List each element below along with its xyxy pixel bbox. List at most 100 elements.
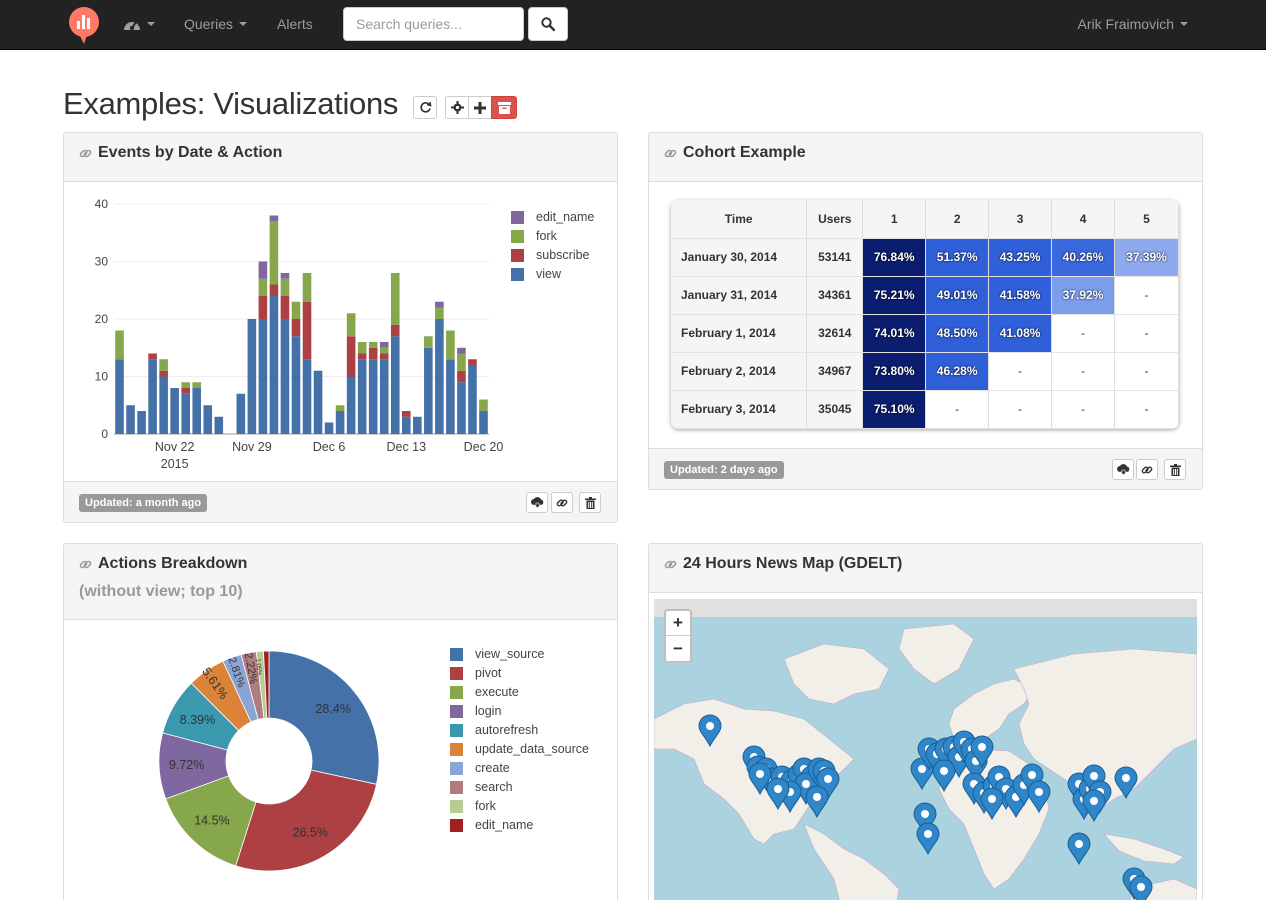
legend-item-login[interactable]: login bbox=[450, 704, 501, 718]
cohort-value-cell: - bbox=[1051, 390, 1115, 429]
trash-icon bbox=[1169, 463, 1181, 476]
delete-button[interactable] bbox=[1164, 459, 1186, 480]
delete-button[interactable] bbox=[579, 492, 601, 513]
chevron-down-icon bbox=[1180, 22, 1188, 26]
bar-view bbox=[203, 405, 213, 434]
map-marker-icon[interactable] bbox=[1027, 780, 1051, 814]
widget-title: 24 Hours News Map (GDELT) bbox=[683, 555, 903, 572]
user-menu[interactable]: Arik Fraimovich bbox=[1078, 16, 1188, 32]
bar-edit_name bbox=[379, 342, 389, 348]
legend-item-autorefresh[interactable]: autorefresh bbox=[450, 723, 538, 737]
queries-menu[interactable]: Queries bbox=[184, 16, 248, 32]
map-marker-icon[interactable] bbox=[816, 767, 840, 801]
bar-view bbox=[302, 359, 312, 434]
legend-item-create[interactable]: create bbox=[450, 761, 510, 775]
cohort-row: February 2, 2014 34967 73.80% 46.28% - - - bbox=[671, 352, 1179, 391]
map-marker-icon[interactable] bbox=[1114, 766, 1138, 800]
legend-item-search[interactable]: search bbox=[450, 780, 513, 794]
map-marker-icon[interactable] bbox=[766, 777, 790, 811]
legend-label: view_source bbox=[475, 647, 545, 661]
download-button[interactable] bbox=[1112, 459, 1134, 480]
download-button[interactable] bbox=[526, 492, 548, 513]
bar-subscribe bbox=[269, 284, 279, 296]
widget-title-row: Actions Breakdown bbox=[79, 555, 247, 573]
cohort-value-cell: 41.08% bbox=[988, 314, 1053, 353]
map-marker-icon[interactable] bbox=[698, 714, 722, 748]
zoom-out-button[interactable]: − bbox=[673, 638, 683, 658]
legend-item-pivot[interactable]: pivot bbox=[450, 666, 501, 680]
alerts-link[interactable]: Alerts bbox=[277, 16, 313, 32]
bar-view bbox=[280, 319, 290, 434]
bar-view bbox=[181, 393, 190, 434]
link-icon[interactable] bbox=[79, 558, 92, 571]
legend-swatch bbox=[511, 229, 524, 243]
map-marker-icon[interactable] bbox=[1067, 832, 1091, 866]
add-widget-button[interactable] bbox=[468, 96, 492, 119]
dashboards-menu[interactable] bbox=[122, 14, 155, 34]
map-marker-icon[interactable] bbox=[805, 785, 829, 819]
search-input[interactable] bbox=[343, 7, 524, 41]
top-navbar: Queries Alerts Arik Fraimovich bbox=[0, 0, 1266, 50]
widget-header: Actions Breakdown (without view; top 10) bbox=[64, 544, 617, 620]
widget-news-map: 24 Hours News Map (GDELT) + − bbox=[648, 543, 1203, 900]
widget-title-row: Cohort Example bbox=[664, 144, 806, 162]
bar-view bbox=[291, 336, 301, 434]
embed-link-button[interactable] bbox=[1136, 459, 1158, 480]
map-marker-icon[interactable] bbox=[932, 759, 956, 793]
search-button[interactable] bbox=[528, 7, 568, 41]
cohort-header-cell: Time bbox=[671, 200, 808, 239]
zoom-in-button[interactable]: + bbox=[666, 611, 690, 636]
link-icon[interactable] bbox=[664, 147, 677, 160]
legend-item-view_source[interactable]: view_source bbox=[450, 647, 544, 661]
pie-value-label: 9.72% bbox=[169, 758, 204, 772]
map-marker-icon[interactable] bbox=[748, 762, 772, 796]
cohort-row: January 30, 2014 53141 76.84% 51.37% 43.25% 4… bbox=[671, 238, 1179, 277]
dashboard-gauge-icon bbox=[124, 21, 140, 30]
link-icon[interactable] bbox=[664, 558, 677, 571]
embed-link-button[interactable] bbox=[551, 492, 573, 513]
map-marker-icon[interactable] bbox=[980, 787, 1004, 821]
legend-item-edit_name[interactable]: edit_name bbox=[511, 210, 594, 224]
pie-value-label: 1.05% bbox=[254, 658, 261, 676]
map-zoom-control: + − bbox=[664, 609, 692, 663]
map-marker-icon[interactable] bbox=[916, 822, 940, 856]
bar-view bbox=[368, 359, 378, 434]
map-marker-icon[interactable] bbox=[1129, 875, 1153, 900]
archive-button[interactable] bbox=[491, 96, 517, 119]
map-marker-icon[interactable] bbox=[1082, 789, 1106, 823]
widget-footer: Updated: 2 days ago bbox=[649, 448, 1202, 489]
bar-fork bbox=[258, 278, 268, 296]
map-marker-icon[interactable] bbox=[913, 802, 937, 836]
map-marker-icon[interactable] bbox=[970, 735, 994, 769]
redash-logo-icon[interactable] bbox=[67, 5, 101, 45]
legend-item-update_data_source[interactable]: update_data_source bbox=[450, 742, 589, 756]
cohort-header-cell: 3 bbox=[988, 200, 1053, 239]
legend-item-edit_name[interactable]: edit_name bbox=[450, 818, 533, 832]
refresh-button[interactable] bbox=[413, 96, 437, 119]
cohort-header-cell: 2 bbox=[925, 200, 990, 239]
settings-button[interactable] bbox=[445, 96, 469, 119]
trash-icon bbox=[584, 496, 596, 509]
widget-events-by-date: Events by Date & Action 0 10 20 30 40 Nov 22 N… bbox=[63, 132, 618, 523]
bar-fork bbox=[192, 382, 202, 388]
legend-swatch bbox=[511, 248, 524, 262]
bar-view bbox=[479, 411, 488, 434]
news-map[interactable]: + − bbox=[654, 599, 1197, 900]
bar-fork bbox=[357, 342, 367, 354]
legend-label: fork bbox=[475, 799, 496, 813]
bar-view bbox=[335, 411, 345, 434]
legend-item-fork[interactable]: fork bbox=[450, 799, 496, 813]
legend-label: execute bbox=[475, 685, 519, 699]
widget-title-row: Events by Date & Action bbox=[79, 144, 282, 162]
bar-view bbox=[148, 359, 157, 434]
bar-view bbox=[413, 416, 422, 434]
legend-swatch bbox=[450, 780, 463, 794]
bar-subscribe bbox=[148, 353, 157, 360]
legend-item-execute[interactable]: execute bbox=[450, 685, 519, 699]
legend-item-subscribe[interactable]: subscribe bbox=[511, 248, 590, 262]
legend-item-fork[interactable]: fork bbox=[511, 229, 557, 243]
link-icon[interactable] bbox=[79, 147, 92, 160]
legend-item-view[interactable]: view bbox=[511, 267, 561, 281]
bar-view bbox=[324, 422, 334, 434]
cohort-value-cell: 76.84% bbox=[862, 238, 927, 277]
